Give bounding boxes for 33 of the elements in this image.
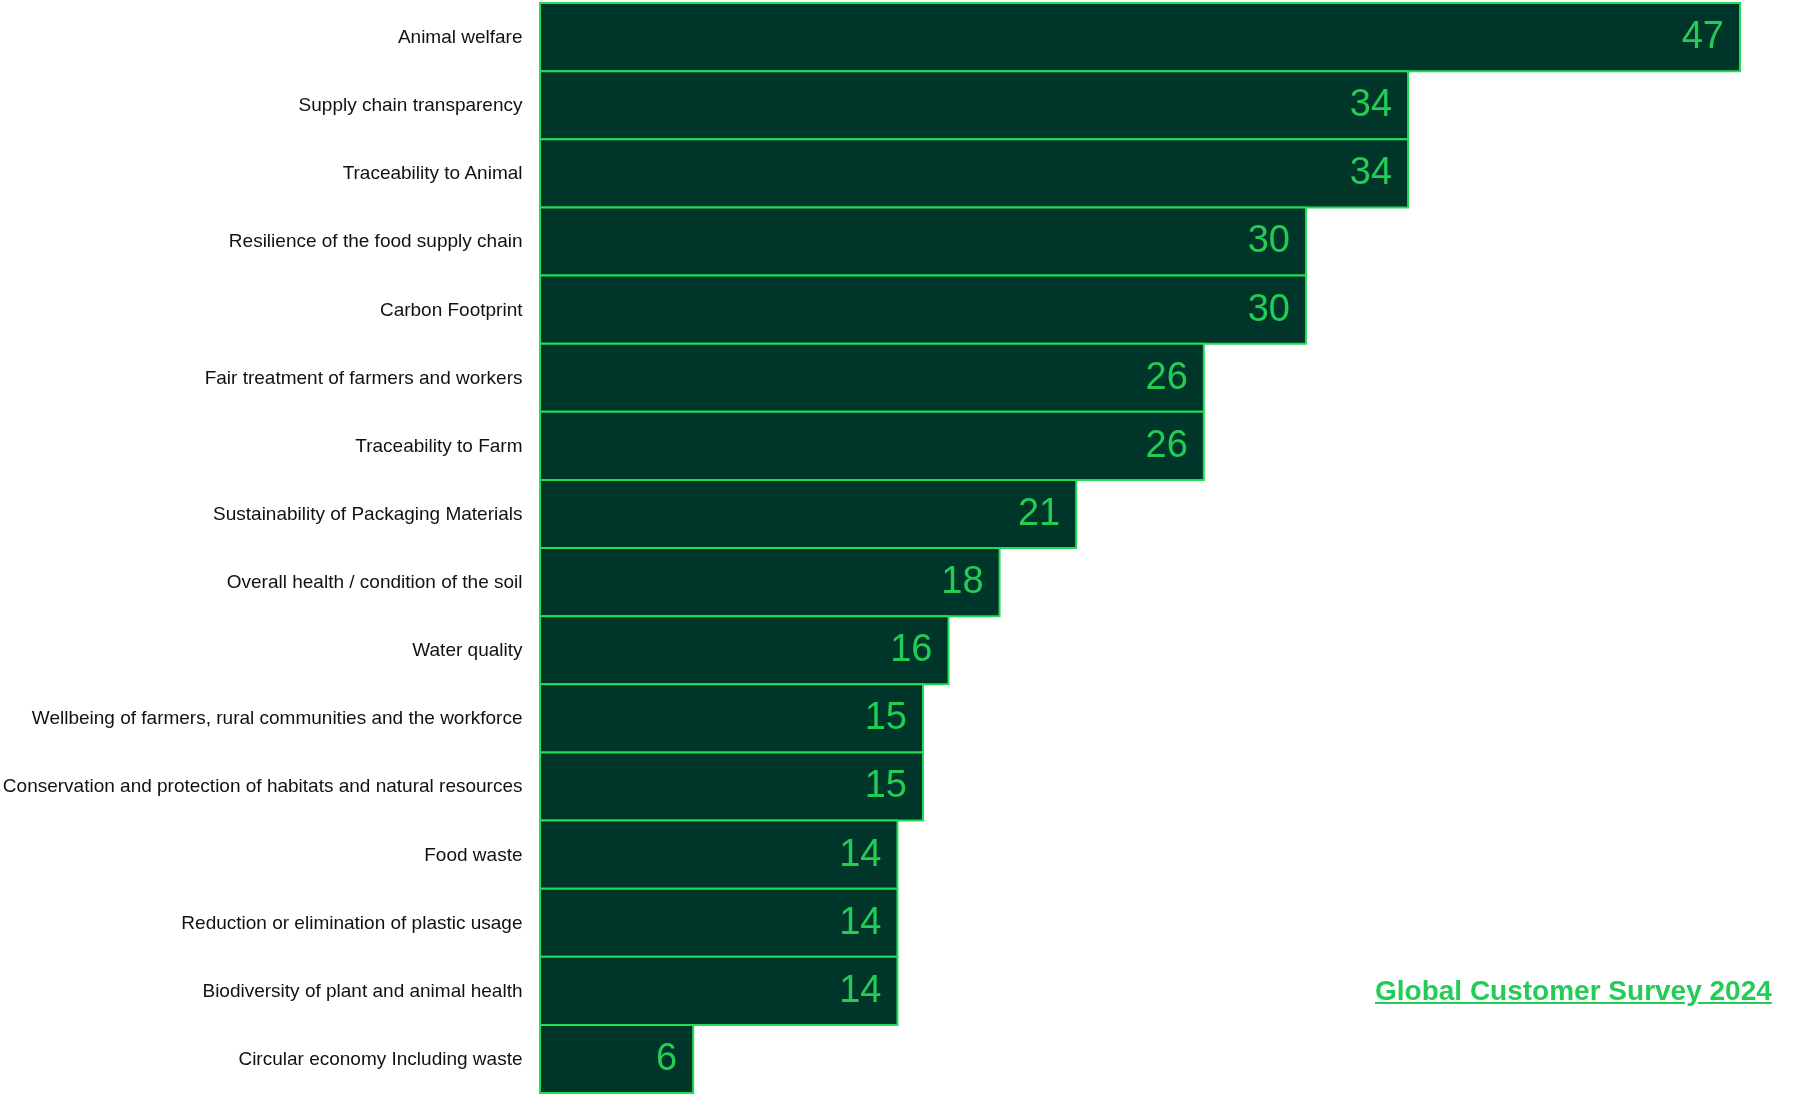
y-tick-label: Circular economy Including waste xyxy=(238,1047,523,1069)
data-label: 15 xyxy=(864,695,907,738)
data-label: 47 xyxy=(1681,14,1724,57)
y-tick-label: Resilience of the food supply chain xyxy=(228,230,523,252)
y-tick-label: Fair treatment of farmers and workers xyxy=(204,366,523,388)
data-label: 34 xyxy=(1349,150,1393,193)
data-label: 14 xyxy=(839,831,882,874)
y-tick-label: Wellbeing of farmers, rural communities and the workforce xyxy=(31,707,523,729)
y-tick-label: Overall health / condition of the soil xyxy=(226,571,523,593)
y-tick-label: Conservation and protection of habitats and natural resources xyxy=(2,775,523,797)
data-label: 30 xyxy=(1247,286,1290,329)
data-label: 30 xyxy=(1247,218,1290,261)
data-label: 34 xyxy=(1349,82,1393,125)
data-label: 15 xyxy=(864,763,907,806)
data-label: 6 xyxy=(656,1035,678,1078)
data-label: 21 xyxy=(1017,490,1061,533)
data-label: 16 xyxy=(890,627,933,670)
y-tick-label: Water quality xyxy=(412,639,523,661)
y-tick-label: Carbon Footprint xyxy=(379,298,524,320)
y-tick-label: Biodiversity of plant and animal health xyxy=(202,979,523,1001)
y-tick-label: Food waste xyxy=(424,843,523,865)
data-label: 26 xyxy=(1145,422,1188,465)
data-label: 14 xyxy=(839,899,882,942)
y-tick-label: Animal welfare xyxy=(397,26,523,48)
y-tick-label: Supply chain transparency xyxy=(298,94,523,116)
annotation: Global Customer Survey 2024 xyxy=(1375,974,1773,1008)
y-tick-label: Traceability to Animal xyxy=(342,162,523,184)
data-label: 14 xyxy=(839,967,882,1010)
y-tick-label: Traceability to Farm xyxy=(355,434,523,456)
data-label: 26 xyxy=(1145,354,1188,397)
y-tick-label: Sustainability of Packaging Materials xyxy=(213,502,523,524)
data-label: 18 xyxy=(941,559,984,602)
y-tick-label: Reduction or elimination of plastic usage xyxy=(181,911,523,933)
